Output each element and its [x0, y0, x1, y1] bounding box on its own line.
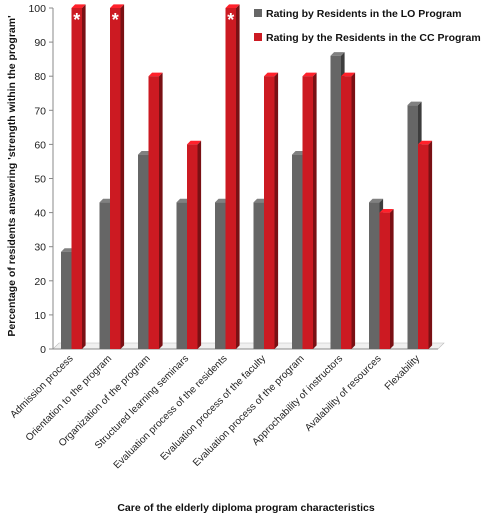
bar-side: [120, 4, 125, 350]
bar: [418, 144, 429, 349]
bar: [176, 202, 187, 349]
significance-marker: *: [112, 10, 119, 30]
bar: [302, 76, 313, 349]
legend: Rating by Residents in the LO Program Rat…: [254, 8, 481, 44]
category-label: Flexability: [383, 353, 422, 392]
y-tick-label: 30: [34, 242, 46, 254]
bar: [292, 154, 303, 349]
bar: [341, 76, 352, 349]
bar: [253, 202, 264, 349]
bar-top: [225, 4, 240, 8]
bar-top: [302, 72, 317, 77]
legend-swatch: [254, 33, 262, 41]
bar: [71, 8, 82, 349]
bar-top: [369, 198, 384, 203]
bar: [187, 144, 198, 349]
significance-marker: *: [73, 10, 80, 30]
bar-top: [110, 4, 125, 8]
bar-top: [187, 140, 202, 145]
bar: [330, 55, 341, 350]
bar-side: [274, 72, 279, 349]
bar: [407, 105, 418, 349]
bar-side: [390, 209, 394, 349]
bar: [379, 212, 390, 349]
bar-top: [418, 140, 433, 145]
y-tick-label: 80: [34, 71, 46, 83]
bar: [148, 76, 159, 349]
bar-top: [407, 101, 422, 106]
bar: [369, 202, 380, 349]
bar-side: [313, 72, 317, 349]
bar-side: [82, 4, 86, 350]
bar-top: [341, 72, 356, 77]
bar: [225, 8, 236, 349]
bar-top: [264, 72, 279, 77]
y-axis-title: Percentage of residents answering 'stren…: [6, 15, 18, 336]
bar-top: [379, 209, 394, 213]
bar-top: [148, 72, 163, 77]
bar: [61, 251, 72, 349]
category-label: Admission process: [9, 353, 76, 420]
legend-swatch: [254, 9, 262, 17]
y-tick-label: 20: [34, 276, 46, 288]
category-label: Avalability of resources: [303, 353, 383, 433]
y-tick-label: 70: [34, 105, 46, 117]
bar-side: [159, 72, 163, 349]
bar-side: [351, 72, 356, 349]
bar: [264, 76, 275, 349]
bar-top: [71, 4, 86, 8]
bar-side: [428, 140, 433, 349]
bar: [110, 8, 121, 349]
y-tick-label: 40: [34, 208, 46, 220]
y-tick-label: 60: [34, 139, 46, 151]
y-tick-label: 90: [34, 37, 46, 49]
bar: [215, 202, 226, 349]
y-tick-label: 50: [34, 174, 46, 186]
bar-side: [197, 140, 202, 349]
legend-label: Rating by the Residents in the CC Progra…: [266, 32, 481, 44]
y-tick-label: 0: [40, 344, 46, 356]
bar-top: [330, 52, 345, 56]
y-tick-label: 10: [34, 310, 46, 322]
x-axis-title: Care of the elderly diploma program char…: [117, 502, 374, 514]
y-tick-label: 100: [28, 3, 46, 15]
bars: * * *: [61, 4, 433, 350]
significance-marker: *: [227, 10, 234, 30]
bar-side: [236, 4, 240, 350]
bar: [99, 202, 110, 349]
legend-label: Rating by Residents in the LO Program: [266, 8, 461, 20]
bar: [138, 154, 149, 349]
